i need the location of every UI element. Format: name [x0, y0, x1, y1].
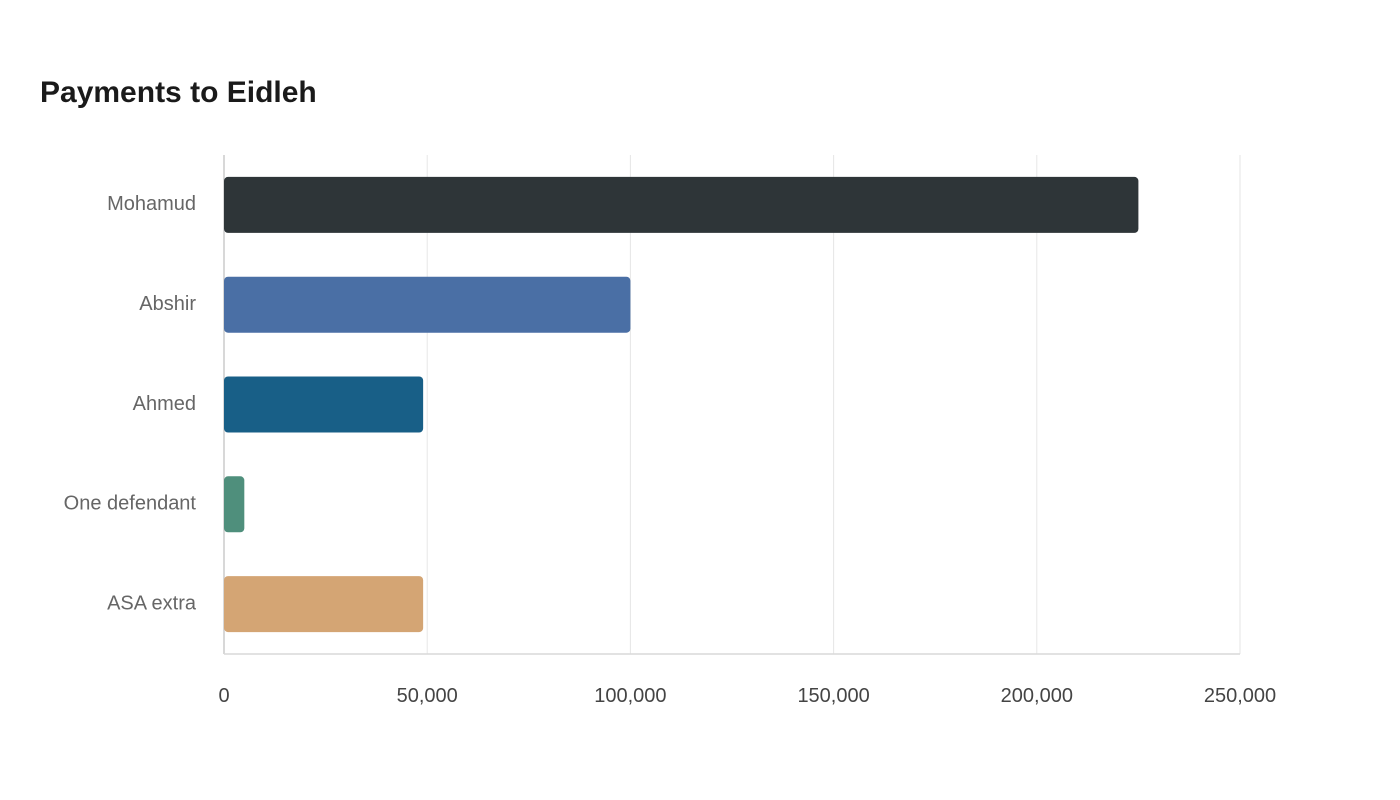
x-tick-label: 0 [218, 685, 229, 707]
grid-lines [426, 155, 1241, 654]
category-label: One defendant [64, 493, 197, 515]
chart-title: Payments to Eidleh [40, 76, 317, 109]
x-tick-label: 100,000 [594, 685, 666, 707]
category-label: Ahmed [133, 393, 196, 415]
x-tick-label: 250,000 [1204, 685, 1276, 707]
bar-one-defendant [224, 476, 245, 533]
category-labels: Mohamud Abshir Ahmed One defendant ASA extra [64, 193, 197, 614]
x-tick-label: 50,000 [397, 685, 458, 707]
x-tick-labels: 0 50,000 100,000 150,000 200,000 250,000 [218, 685, 1276, 707]
bars [224, 176, 1139, 633]
bar-abshir [224, 276, 631, 333]
bar-ahmed [224, 376, 424, 433]
x-tick-label: 200,000 [1001, 685, 1073, 707]
category-label: Abshir [139, 293, 196, 315]
category-label: ASA extra [107, 592, 197, 614]
bar-mohamud [224, 176, 1139, 233]
category-label: Mohamud [107, 193, 196, 215]
x-tick-label: 150,000 [797, 685, 869, 707]
bar-asa-extra [224, 576, 424, 633]
